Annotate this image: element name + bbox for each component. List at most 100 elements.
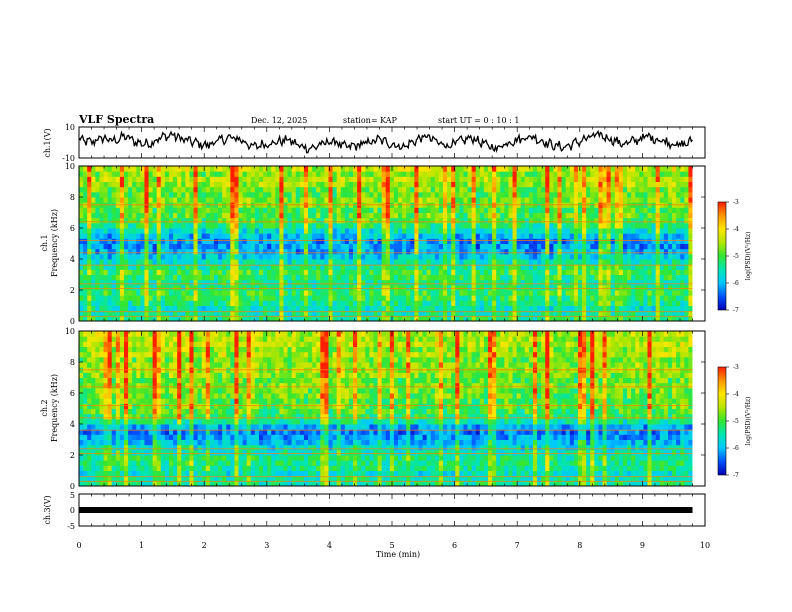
spectrogram-cell — [152, 264, 158, 270]
ch1-spectrogram-ylabel-line2: Frequency (kHz) — [50, 209, 59, 277]
spectrogram-cell — [528, 300, 534, 306]
spectrogram-cell — [209, 248, 215, 255]
spectrogram-cell — [516, 274, 522, 281]
spectrogram-cell — [402, 243, 407, 250]
spectrogram-cell — [479, 176, 485, 182]
spectrogram-cell — [430, 197, 436, 203]
spectrogram-cell — [463, 300, 469, 306]
spectrogram-cell — [340, 212, 346, 219]
spectrogram-cell — [79, 171, 84, 177]
spectrogram-cell — [332, 243, 338, 250]
spectrogram-cell — [655, 197, 661, 203]
spectrogram-cell — [357, 181, 362, 188]
spectrogram-cell — [369, 171, 374, 177]
spectrogram-cell — [524, 207, 530, 213]
spectrogram-cell — [508, 243, 514, 250]
spectrogram-cell — [606, 191, 612, 198]
spectrogram-cell — [320, 197, 325, 203]
spectrogram-cell — [152, 310, 158, 317]
spectrogram-cell — [119, 212, 125, 219]
spectrogram-cell — [295, 186, 301, 193]
spectrogram-cell — [283, 290, 289, 296]
spectrogram-cell — [177, 228, 182, 234]
spectrogram-cell — [107, 228, 113, 234]
spectrogram-cell — [83, 197, 88, 203]
spectrogram-cell — [119, 305, 125, 312]
spectrogram-cell — [230, 295, 235, 301]
spectrogram-cell — [586, 264, 591, 270]
spectrogram-cell — [177, 233, 182, 239]
spectrogram-cell — [618, 253, 624, 260]
spectrogram-cell — [79, 269, 84, 275]
spectrogram-cell — [545, 191, 550, 198]
spectrogram-cell — [430, 207, 436, 213]
spectrogram-cell — [173, 264, 178, 270]
spectrogram-cell — [528, 259, 534, 265]
spectrogram-cell — [463, 295, 469, 301]
spectrogram-cell — [361, 264, 366, 270]
spectrogram-cell — [107, 279, 113, 286]
spectrogram-cell — [95, 217, 100, 224]
spectrogram-cell — [471, 186, 477, 193]
spectrogram-cell — [434, 181, 440, 188]
spectrogram-cell — [492, 186, 497, 193]
spectrogram-cell — [279, 264, 284, 270]
spectrogram-cell — [598, 243, 603, 250]
spectrogram-cell — [209, 310, 215, 317]
spectrogram-cell — [651, 259, 657, 265]
spectrogram-cell — [295, 197, 301, 203]
spectrogram-cell — [667, 284, 673, 291]
spectrogram-cell — [287, 305, 293, 312]
spectrogram-cell — [230, 475, 235, 482]
spectrogram-cell — [606, 181, 612, 188]
spectrogram-cell — [385, 197, 391, 203]
spectrogram-cell — [602, 176, 608, 182]
spectrogram-cell — [532, 228, 538, 234]
spectrogram-cell — [193, 269, 199, 275]
spectrogram-cell — [635, 222, 640, 229]
spectrogram-cell — [500, 253, 505, 260]
spectrogram-cell — [242, 248, 248, 255]
spectrogram-cell — [643, 315, 648, 322]
spectrogram-cell — [271, 315, 276, 322]
spectrogram-cell — [263, 186, 268, 193]
spectrogram-cell — [451, 217, 456, 224]
spectrogram-cell — [336, 191, 342, 198]
spectrogram-cell — [218, 295, 223, 301]
spectrogram-cell — [655, 207, 661, 213]
spectrogram-cell — [128, 315, 133, 322]
spectrogram-cell — [438, 166, 444, 172]
spectrogram-cell — [218, 300, 223, 306]
spectrogram-cell — [316, 171, 321, 177]
spectrogram-cell — [618, 197, 624, 203]
spectrogram-cell — [238, 310, 244, 317]
spectrogram-cell — [332, 279, 338, 286]
spectrogram-cell — [532, 269, 538, 275]
spectrogram-cell — [410, 171, 415, 177]
spectrogram-cell — [299, 248, 305, 255]
spectrogram-cell — [222, 290, 227, 296]
spectrogram-cell — [353, 248, 358, 255]
spectrogram-cell — [406, 305, 411, 312]
spectrogram-cell — [209, 233, 215, 239]
spectrogram-cell — [209, 259, 215, 265]
spectrogram-cell — [598, 300, 603, 306]
spectrogram-cell — [512, 191, 518, 198]
spectrogram-cell — [451, 480, 456, 487]
spectrogram-cell — [164, 305, 170, 312]
spectrogram-cell — [680, 253, 685, 260]
spectrogram-cell — [586, 228, 591, 234]
spectrogram-cell — [614, 171, 620, 177]
spectrogram-cell — [483, 290, 489, 296]
spectrogram-cell — [389, 171, 395, 177]
spectrogram-cell — [336, 284, 342, 291]
spectrogram-cell — [586, 295, 591, 301]
spectrogram-cell — [136, 176, 141, 182]
spectrogram-cell — [659, 207, 665, 213]
spectrogram-cell — [590, 176, 595, 182]
spectrogram-cell — [185, 228, 190, 234]
spectrogram-cell — [467, 191, 473, 198]
spectrogram-cell — [246, 217, 252, 224]
spectrogram-cell — [348, 171, 354, 177]
spectrogram-cell — [283, 166, 289, 172]
